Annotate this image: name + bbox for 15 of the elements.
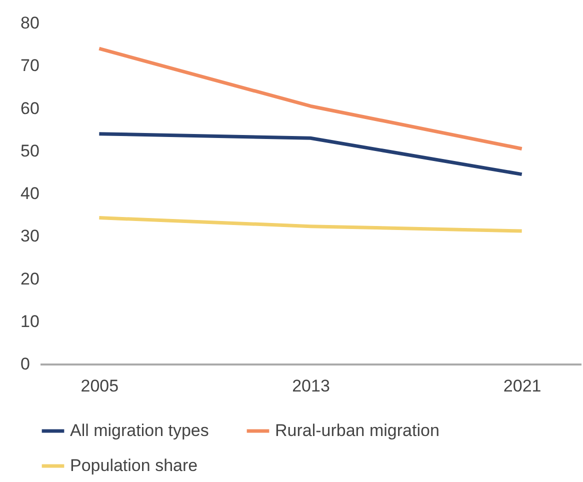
x-tick-label: 2005 (80, 376, 119, 396)
y-tick-label: 40 (20, 184, 40, 203)
y-tick-label: 0 (20, 354, 30, 374)
y-tick-label: 60 (20, 98, 40, 118)
legend-label: Population share (70, 456, 198, 475)
y-tick-label: 20 (20, 269, 40, 288)
legend-label: All migration types (70, 421, 209, 440)
y-tick-label: 50 (20, 141, 40, 160)
y-tick-label: 10 (20, 312, 40, 331)
y-tick-label: 80 (20, 14, 40, 32)
y-tick-label: 70 (20, 56, 40, 76)
x-tick-label: 2013 (292, 376, 330, 396)
legend-label: Rural-urban migration (275, 421, 440, 440)
x-tick-label: 2021 (503, 376, 542, 396)
y-tick-label: 30 (20, 226, 40, 246)
